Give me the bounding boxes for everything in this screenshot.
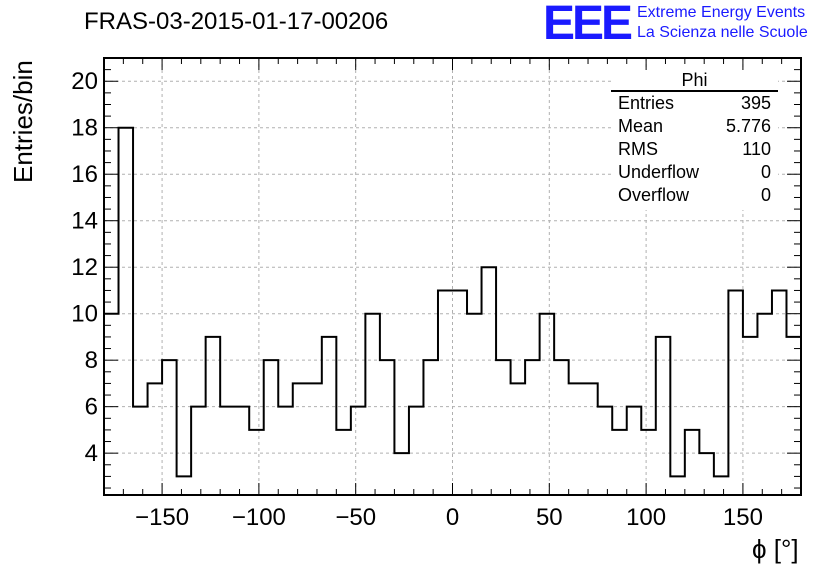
- histogram-bin: [307, 383, 322, 495]
- histogram-series-line: [104, 126, 801, 478]
- eee-logo: EEE: [543, 0, 633, 50]
- x-tick-label: 100: [626, 504, 666, 531]
- histogram-bin: [264, 360, 279, 495]
- stats-row-mean: Mean 5.776: [611, 115, 778, 138]
- histogram-bin: [148, 383, 163, 495]
- histogram-bin: [656, 337, 671, 495]
- stats-key: Mean: [618, 116, 664, 136]
- x-tick-label: 0: [446, 504, 459, 531]
- histogram-bin: [511, 383, 526, 495]
- histogram-bin: [104, 314, 119, 495]
- histogram-bin: [177, 476, 192, 495]
- y-tick-label: 16: [71, 161, 98, 188]
- histogram-bin: [540, 314, 555, 495]
- histogram-bin: [162, 360, 177, 495]
- histogram-bin: [351, 407, 366, 495]
- stats-row-rms: RMS 110: [611, 138, 778, 161]
- stats-key: RMS: [618, 139, 658, 159]
- stats-value: 395: [740, 93, 771, 113]
- stats-key: Overflow: [618, 185, 690, 205]
- histogram-bin: [757, 314, 772, 495]
- histogram-bin: [772, 290, 787, 495]
- histogram-bin: [235, 407, 250, 495]
- stats-value: 0: [760, 185, 771, 205]
- histogram-bin: [293, 383, 308, 495]
- histogram-bin: [322, 337, 337, 495]
- y-tick-label: 6: [85, 394, 98, 421]
- histogram-bin: [482, 267, 497, 495]
- x-tick-label: −50: [335, 504, 376, 531]
- x-tick-label: −150: [135, 504, 189, 531]
- y-tick-label: 4: [85, 440, 98, 467]
- logo-subtitle-line2: La Scienza nelle Scuole: [637, 24, 808, 41]
- x-tick-label: −100: [232, 504, 286, 531]
- histogram-bin: [525, 360, 540, 495]
- histogram-bin: [554, 360, 569, 495]
- y-tick-label: 10: [71, 301, 98, 328]
- x-axis-label: ϕ [°]: [752, 534, 799, 564]
- stats-value: 0: [760, 162, 771, 182]
- y-axis-label: Entries/bin: [8, 60, 38, 183]
- histogram-bin: [278, 407, 293, 495]
- chart-title: FRAS-03-2015-01-17-00206: [84, 8, 389, 35]
- y-tick-label: 18: [71, 115, 98, 142]
- y-tick-label: 20: [71, 68, 98, 95]
- y-tick-label: 12: [71, 254, 98, 281]
- stats-row-entries: Entries 395: [611, 92, 778, 115]
- histogram-bin: [365, 314, 380, 495]
- y-tick-label: 14: [71, 208, 98, 235]
- histogram-bin: [206, 337, 221, 495]
- histogram-bin: [612, 430, 627, 495]
- stats-value: 110: [742, 139, 771, 159]
- histogram-bin: [714, 476, 729, 495]
- histogram-bin: [641, 430, 656, 495]
- histogram-bin: [133, 407, 148, 495]
- stats-box: Phi Entries 395 Mean 5.776 RMS 110 Under…: [611, 70, 778, 210]
- histogram-bin: [496, 360, 511, 495]
- histogram-bin: [627, 407, 642, 495]
- histogram-bin: [583, 383, 598, 495]
- histogram-bin: [438, 290, 453, 495]
- histogram-bin: [467, 314, 482, 495]
- histogram-bin: [220, 407, 235, 495]
- histogram-bin: [685, 430, 700, 495]
- histogram-bin: [453, 290, 468, 495]
- x-tick-label: 50: [536, 504, 563, 531]
- histogram-bin: [699, 453, 714, 495]
- histogram-bin: [336, 430, 351, 495]
- stats-title: Phi: [611, 70, 778, 92]
- plot-frame: [103, 57, 802, 496]
- stats-value: 5.776: [725, 116, 771, 136]
- histogram-bin: [598, 407, 613, 495]
- histogram-bin: [119, 128, 134, 495]
- x-tick-label: 150: [723, 504, 763, 531]
- stats-key: Underflow: [618, 162, 700, 182]
- stats-row-overflow: Overflow 0: [611, 184, 778, 207]
- histogram-bin: [569, 383, 584, 495]
- histogram-bin: [423, 360, 438, 495]
- stats-row-underflow: Underflow 0: [611, 161, 778, 184]
- histogram-bin: [380, 360, 395, 495]
- y-tick-label: 8: [85, 347, 98, 374]
- histogram-bin: [743, 337, 758, 495]
- histogram-bin: [786, 337, 801, 495]
- histogram-bin: [409, 407, 424, 495]
- histogram-bin: [670, 476, 685, 495]
- stats-key: Entries: [618, 93, 675, 113]
- histogram-bin: [249, 430, 264, 495]
- logo-subtitle-line1: Extreme Energy Events: [637, 4, 806, 21]
- histogram-bin: [728, 290, 743, 495]
- histogram-bin: [394, 453, 409, 495]
- histogram-bin: [191, 407, 206, 495]
